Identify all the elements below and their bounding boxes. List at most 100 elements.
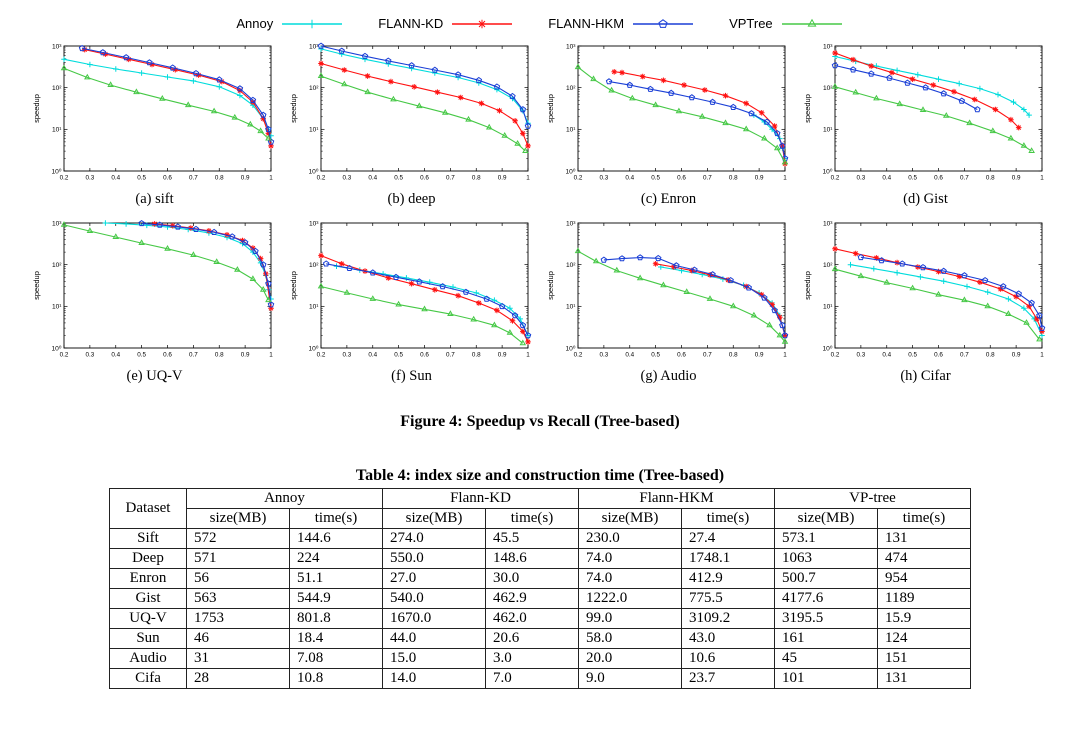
svg-text:0.9: 0.9 <box>755 352 764 359</box>
svg-text:10⁰: 10⁰ <box>309 344 319 352</box>
dataset-cell: Gist <box>109 588 187 609</box>
svg-text:0.7: 0.7 <box>189 352 198 359</box>
svg-text:0.7: 0.7 <box>960 175 969 182</box>
value-cell: 30.0 <box>485 568 579 589</box>
svg-text:0.3: 0.3 <box>856 352 865 359</box>
value-cell: 274.0 <box>382 528 486 549</box>
table-header-row-sub: size(MB) time(s) size(MB) time(s) size(M… <box>110 508 971 529</box>
dataset-cell: Enron <box>109 568 187 589</box>
svg-text:10⁰: 10⁰ <box>566 344 576 352</box>
svg-text:10³: 10³ <box>566 43 576 50</box>
value-cell: 10.8 <box>289 668 383 689</box>
chart-caption-uqv: (e) UQ-V <box>126 368 183 384</box>
svg-text:10²: 10² <box>823 85 833 92</box>
svg-text:0.8: 0.8 <box>729 352 738 359</box>
svg-text:1: 1 <box>526 352 530 359</box>
svg-text:0.5: 0.5 <box>651 175 660 182</box>
svg-text:10¹: 10¹ <box>52 304 62 311</box>
value-cell: 144.6 <box>289 528 383 549</box>
value-cell: 74.0 <box>578 568 682 589</box>
chart-deep: 0.2 0.3 0.4 0.5 0.6 0.7 0.8 0.9 1 10⁰ 10¹ 10² 10³ spe… <box>288 39 535 189</box>
flann-hkm-line-sample-icon <box>631 17 695 31</box>
dataset-cell: UQ-V <box>109 608 187 629</box>
svg-text:0.4: 0.4 <box>111 175 120 182</box>
value-cell: 4177.6 <box>774 588 878 609</box>
svg-text:10²: 10² <box>52 85 62 92</box>
svg-text:10¹: 10¹ <box>823 127 833 134</box>
value-cell: 571 <box>186 548 290 569</box>
svg-text:1: 1 <box>269 175 273 182</box>
table-caption: Table 4: index size and construction tim… <box>355 467 725 484</box>
svg-text:0.4: 0.4 <box>368 352 377 359</box>
col-flann-hkm-size: size(MB) <box>578 508 682 529</box>
svg-text:speedup: speedup <box>546 271 555 300</box>
svg-text:1: 1 <box>1040 352 1044 359</box>
svg-text:0.6: 0.6 <box>163 352 172 359</box>
svg-text:10²: 10² <box>566 262 576 269</box>
svg-text:0.4: 0.4 <box>111 352 120 359</box>
value-cell: 58.0 <box>578 628 682 649</box>
svg-text:1: 1 <box>783 352 787 359</box>
svg-text:10²: 10² <box>309 85 319 92</box>
chart-caption-sun: (f) Sun <box>391 368 432 384</box>
value-cell: 573.1 <box>774 528 878 549</box>
value-cell: 18.4 <box>289 628 383 649</box>
svg-text:10²: 10² <box>309 262 319 269</box>
subplot-sift: 0.2 0.3 0.4 0.5 0.6 0.7 0.8 0.9 1 10⁰ 10¹ 10² 10³ spe… <box>31 39 278 208</box>
table-row: Enron 56 51.1 27.0 30.0 74.0 412.9 500.7 954 <box>109 568 971 589</box>
svg-text:0.5: 0.5 <box>651 352 660 359</box>
svg-text:0.6: 0.6 <box>677 352 686 359</box>
svg-text:0.3: 0.3 <box>342 352 351 359</box>
svg-text:0.8: 0.8 <box>472 175 481 182</box>
value-cell: 99.0 <box>578 608 682 629</box>
value-cell: 14.0 <box>382 668 486 689</box>
value-cell: 74.0 <box>578 548 682 569</box>
col-group-annoy: Annoy <box>186 488 383 509</box>
svg-text:0.2: 0.2 <box>831 175 840 182</box>
chart-caption-audio: (g) Audio <box>640 368 697 384</box>
col-group-flann-hkm: Flann-HKM <box>578 488 775 509</box>
svg-text:1: 1 <box>1040 175 1044 182</box>
svg-text:0.9: 0.9 <box>241 175 250 182</box>
chart-sun: 0.2 0.3 0.4 0.5 0.6 0.7 0.8 0.9 1 10⁰ 10¹ 10² 10³ spe… <box>288 216 535 366</box>
svg-text:0.8: 0.8 <box>215 175 224 182</box>
svg-text:0.4: 0.4 <box>368 175 377 182</box>
dataset-cell: Audio <box>109 648 187 669</box>
subplot-gist: 0.2 0.3 0.4 0.5 0.6 0.7 0.8 0.9 1 10⁰ 10¹ 10² 10³ spe… <box>802 39 1049 208</box>
svg-text:0.4: 0.4 <box>882 352 891 359</box>
figure-caption: Figure 4: Speedup vs Recall (Tree-based) <box>400 413 680 430</box>
svg-text:0.8: 0.8 <box>986 352 995 359</box>
svg-text:0.5: 0.5 <box>394 175 403 182</box>
charts-row-2: 0.2 0.3 0.4 0.5 0.6 0.7 0.8 0.9 1 10⁰ 10¹ 10² 10³ spe… <box>0 216 1080 385</box>
svg-text:10³: 10³ <box>309 43 319 50</box>
svg-text:10⁰: 10⁰ <box>309 167 319 175</box>
legend-item-annoy: Annoy <box>236 16 344 31</box>
value-cell: 101 <box>774 668 878 689</box>
legend-item-flann-kd: FLANN-KD <box>378 16 514 31</box>
table-row: UQ-V 1753 801.8 1670.0 462.0 99.0 3109.2 3195.5… <box>109 608 971 629</box>
subplot-audio: 0.2 0.3 0.4 0.5 0.6 0.7 0.8 0.9 1 10⁰ 10¹ 10² 10³ spe… <box>545 216 792 385</box>
svg-text:0.7: 0.7 <box>189 175 198 182</box>
svg-text:10¹: 10¹ <box>309 127 319 134</box>
svg-text:0.6: 0.6 <box>420 352 429 359</box>
svg-text:0.8: 0.8 <box>215 352 224 359</box>
svg-text:0.6: 0.6 <box>677 175 686 182</box>
value-cell: 131 <box>877 668 971 689</box>
svg-text:speedup: speedup <box>803 94 812 123</box>
svg-text:0.3: 0.3 <box>342 175 351 182</box>
svg-text:0.6: 0.6 <box>934 352 943 359</box>
table-row: Deep 571 224 550.0 148.6 74.0 1748.1 1063 474 <box>109 548 971 569</box>
value-cell: 51.1 <box>289 568 383 589</box>
svg-text:0.8: 0.8 <box>472 352 481 359</box>
table-header-row-groups: Dataset Annoy Flann-KD Flann-HKM VP-tree <box>109 488 971 529</box>
value-cell: 23.7 <box>681 668 775 689</box>
value-cell: 1748.1 <box>681 548 775 569</box>
svg-text:10⁰: 10⁰ <box>566 167 576 175</box>
svg-text:0.3: 0.3 <box>599 175 608 182</box>
value-cell: 572 <box>186 528 290 549</box>
col-header-dataset: Dataset <box>109 488 187 529</box>
svg-text:0.3: 0.3 <box>85 175 94 182</box>
chart-audio: 0.2 0.3 0.4 0.5 0.6 0.7 0.8 0.9 1 10⁰ 10¹ 10² 10³ spe… <box>545 216 792 366</box>
col-flann-hkm-time: time(s) <box>681 508 775 529</box>
value-cell: 56 <box>186 568 290 589</box>
